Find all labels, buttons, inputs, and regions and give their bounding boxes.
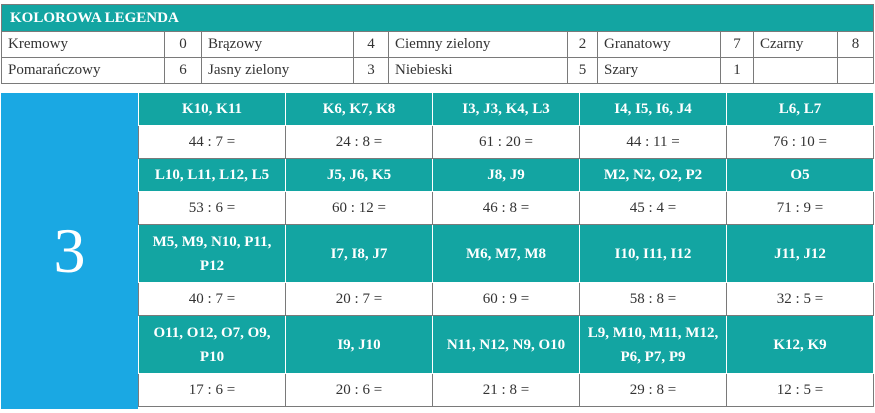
- legend-color-name: Niebieski: [388, 57, 568, 84]
- cell-coordinates: I4, I5, I6, J4: [579, 92, 727, 126]
- cell-coordinates-row: K10, K11 K6, K7, K8 I3, J3, K4, L3 I4, I…: [138, 92, 874, 126]
- legend-color-name: Czarny: [753, 31, 838, 58]
- cell-coordinates: J11, J12: [726, 224, 874, 283]
- division-equation: 71 : 9 =: [726, 191, 874, 225]
- legend-color-name: Jasny zielony: [201, 57, 354, 84]
- cell-coordinates: K12, K9: [726, 315, 874, 374]
- division-equation: 20 : 7 =: [285, 282, 433, 316]
- division-equation: 61 : 20 =: [432, 125, 580, 159]
- legend-color-name: Granatowy: [597, 31, 721, 58]
- cell-coordinates: O5: [726, 158, 874, 192]
- cell-coordinates: J8, J9: [432, 158, 580, 192]
- cell-coordinates: M6, M7, M8: [432, 224, 580, 283]
- division-equation: 21 : 8 =: [432, 373, 580, 407]
- legend-color-number: 5: [567, 57, 598, 84]
- cell-coordinates: I10, I11, I12: [579, 224, 727, 283]
- division-equation: 17 : 6 =: [138, 373, 286, 407]
- cell-coordinates: K10, K11: [138, 92, 286, 126]
- legend-color-number: 7: [720, 31, 754, 58]
- division-equation: 20 : 6 =: [285, 373, 433, 407]
- cell-coordinates: M2, N2, O2, P2: [579, 158, 727, 192]
- equation-row: 40 : 7 = 20 : 7 = 60 : 9 = 58 : 8 = 32 :…: [138, 282, 874, 316]
- cell-coordinates: O11, O12, O7, O9, P10: [138, 315, 286, 374]
- division-equation: 24 : 8 =: [285, 125, 433, 159]
- legend-color-number: 2: [567, 31, 598, 58]
- cell-coordinates: J5, J6, K5: [285, 158, 433, 192]
- legend-color-name: Ciemny zielony: [388, 31, 568, 58]
- exercise-grid: K10, K11 K6, K7, K8 I3, J3, K4, L3 I4, I…: [138, 92, 874, 407]
- division-equation: 53 : 6 =: [138, 191, 286, 225]
- equation-row: 53 : 6 = 60 : 12 = 46 : 8 = 45 : 4 = 71 …: [138, 191, 874, 225]
- division-equation: 32 : 5 =: [726, 282, 874, 316]
- cell-coordinates: L6, L7: [726, 92, 874, 126]
- cell-coordinates: I9, J10: [285, 315, 433, 374]
- cell-coordinates: M5, M9, N10, P11, P12: [138, 224, 286, 283]
- legend-color-number: 6: [164, 57, 202, 84]
- legend-color-name: Kremowy: [1, 31, 165, 58]
- division-equation: 76 : 10 =: [726, 125, 874, 159]
- division-equation: 29 : 8 =: [579, 373, 727, 407]
- cell-coordinates: I3, J3, K4, L3: [432, 92, 580, 126]
- legend-title: KOLOROWA LEGENDA: [0, 4, 875, 32]
- division-equation: 40 : 7 =: [138, 282, 286, 316]
- division-equation: 12 : 5 =: [726, 373, 874, 407]
- division-equation: 60 : 12 =: [285, 191, 433, 225]
- division-equation: 60 : 9 =: [432, 282, 580, 316]
- legend-color-name: Brązowy: [201, 31, 354, 58]
- legend-color-number: 0: [164, 31, 202, 58]
- legend-color-number: 8: [836, 31, 875, 58]
- cell-coordinates: L10, L11, L12, L5: [138, 158, 286, 192]
- legend-color-number: 3: [353, 57, 389, 84]
- cell-coordinates: L9, M10, M11, M12, P6, P7, P9: [579, 315, 727, 374]
- division-equation: 44 : 7 =: [138, 125, 286, 159]
- division-equation: 58 : 8 =: [579, 282, 727, 316]
- cell-coordinates-row: O11, O12, O7, O9, P10 I9, J10 N11, N12, …: [138, 315, 874, 374]
- task-number: 3: [1, 93, 138, 409]
- division-equation: 45 : 4 =: [579, 191, 727, 225]
- equation-row: 17 : 6 = 20 : 6 = 21 : 8 = 29 : 8 = 12 :…: [138, 373, 874, 407]
- division-equation: 46 : 8 =: [432, 191, 580, 225]
- equation-row: 44 : 7 = 24 : 8 = 61 : 20 = 44 : 11 = 76…: [138, 125, 874, 159]
- cell-coordinates-row: M5, M9, N10, P11, P12 I7, I8, J7 M6, M7,…: [138, 224, 874, 283]
- cell-coordinates: K6, K7, K8: [285, 92, 433, 126]
- legend-color-number: 4: [353, 31, 389, 58]
- cell-coordinates-row: L10, L11, L12, L5 J5, J6, K5 J8, J9 M2, …: [138, 158, 874, 192]
- cell-coordinates: I7, I8, J7: [285, 224, 433, 283]
- color-legend: KOLOROWA LEGENDA Kremowy 0 Brązowy 4 Cie…: [0, 4, 875, 84]
- division-equation: 44 : 11 =: [579, 125, 727, 159]
- legend-color-name: [753, 57, 838, 84]
- legend-color-number: 1: [720, 57, 754, 84]
- cell-coordinates: N11, N12, N9, O10: [432, 315, 580, 374]
- legend-color-name: Szary: [597, 57, 721, 84]
- legend-color-name: Pomarańczowy: [1, 57, 165, 84]
- legend-color-number: [836, 57, 875, 84]
